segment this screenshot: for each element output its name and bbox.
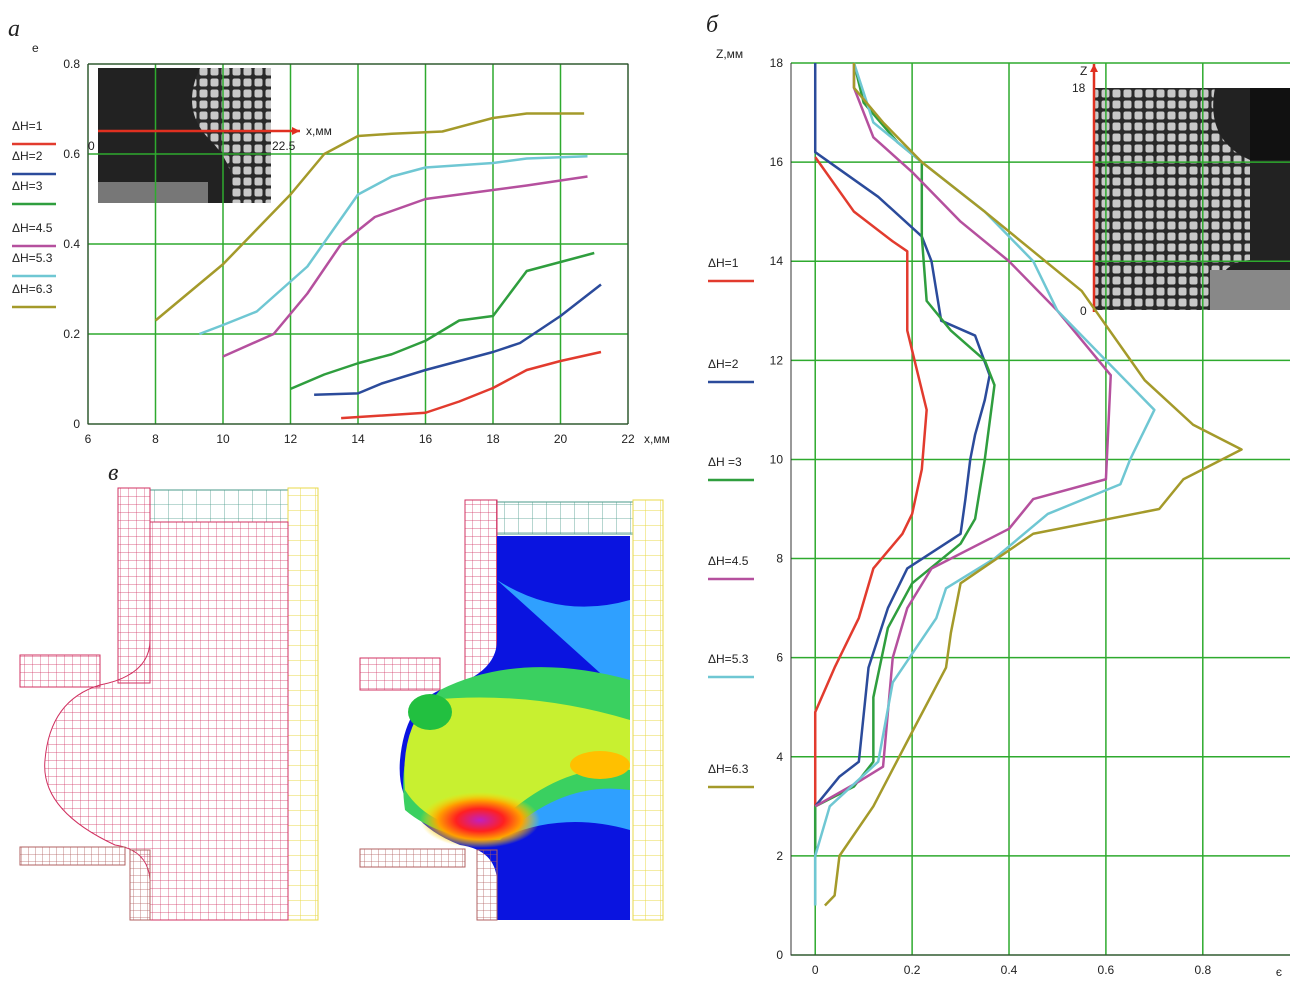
- inset-photo-a: [98, 68, 271, 203]
- inset-arrow-head: [292, 127, 300, 135]
- panel-label: б: [706, 12, 719, 38]
- x-tick-label: 0.6: [1098, 963, 1115, 977]
- series-line: [290, 251, 595, 391]
- x-tick-label: 0: [812, 963, 819, 977]
- inset-annotation: 0: [1080, 304, 1087, 318]
- series-line: [198, 155, 588, 336]
- inset-annotation: 18: [1072, 81, 1086, 95]
- y-tick-label: 0: [73, 417, 80, 431]
- y-tick-label: 0.2: [63, 327, 80, 341]
- legend-label: ΔH=5.3: [12, 251, 53, 265]
- y-tick-label: 18: [770, 56, 784, 70]
- x-tick-label: 0.2: [904, 963, 921, 977]
- legend-label: ΔH=2: [708, 357, 739, 371]
- series-line: [341, 350, 602, 420]
- axis: [88, 63, 629, 424]
- x-tick-label: 12: [284, 432, 298, 446]
- y-tick-label: 0.4: [63, 237, 80, 251]
- legend-label: ΔH=5.3: [708, 652, 749, 666]
- series-line: [222, 175, 588, 358]
- x-axis-label: x,мм: [644, 432, 670, 446]
- legend-label: ΔH=6.3: [708, 762, 749, 776]
- legend-label: ΔH=2: [12, 149, 43, 163]
- y-tick-label: 16: [770, 155, 784, 169]
- x-axis-label: є: [1276, 965, 1282, 979]
- series-line: [814, 63, 1112, 808]
- x-tick-label: 0.8: [1194, 963, 1211, 977]
- y-axis-label: e: [32, 41, 39, 55]
- y-axis-label: Z,мм: [716, 47, 743, 61]
- series-line: [813, 63, 991, 906]
- series-line: [154, 112, 585, 322]
- y-tick-label: 4: [776, 750, 783, 764]
- axis: [87, 64, 628, 425]
- y-tick-label: 6: [776, 651, 783, 665]
- series-line: [314, 283, 602, 396]
- x-tick-label: 8: [152, 432, 159, 446]
- inset-annotation: x,мм: [306, 124, 332, 138]
- legend-label: ΔH=3: [12, 179, 43, 193]
- inset-photo-b: [1094, 88, 1290, 310]
- x-tick-label: 10: [216, 432, 230, 446]
- y-tick-label: 14: [770, 254, 784, 268]
- chart: 0 0.2 0.4 0.6 0.8 6 8 10 12 14 16 18 20 22 аe x,мм x,мм 0…: [8, 16, 670, 446]
- y-tick-label: 12: [770, 353, 784, 367]
- series-line: [813, 156, 928, 807]
- x-tick-label: 16: [419, 432, 433, 446]
- inset-annotation: Z: [1080, 64, 1087, 78]
- inset-annotation: 22.5: [272, 139, 296, 153]
- inset-arrow-head: [1090, 64, 1098, 72]
- x-tick-label: 22: [621, 432, 635, 446]
- x-tick-label: 20: [554, 432, 568, 446]
- x-tick-label: 14: [351, 432, 365, 446]
- y-tick-label: 0.8: [63, 57, 80, 71]
- legend-label: ΔH=4.5: [708, 554, 749, 568]
- panel-label: в: [108, 460, 118, 486]
- series-line: [824, 63, 1243, 907]
- x-tick-label: 6: [85, 432, 92, 446]
- y-tick-label: 2: [776, 849, 783, 863]
- legend-label: ΔH=4.5: [12, 221, 53, 235]
- x-tick-label: 0.4: [1001, 963, 1018, 977]
- y-tick-label: 0: [776, 948, 783, 962]
- legend-label: ΔH=6.3: [12, 282, 53, 296]
- x-tick-label: 18: [486, 432, 500, 446]
- mesh-diagram: [19, 487, 319, 921]
- chart: 0 2 4 6 8 10 12 14 16 18 0 0.2 0.4 0.6 0.8 б Z,мм є Z 18 0 ΔH…: [706, 12, 1290, 979]
- axis: [790, 63, 1290, 956]
- y-tick-label: 10: [770, 452, 784, 466]
- inset-annotation: 0: [88, 139, 95, 153]
- y-tick-label: 0.6: [63, 147, 80, 161]
- panel-label: а: [8, 16, 20, 42]
- legend-label: ΔH=1: [708, 256, 739, 270]
- y-tick-label: 8: [776, 552, 783, 566]
- legend-label: ΔH =3: [708, 455, 742, 469]
- legend-label: ΔH=1: [12, 119, 43, 133]
- contour-diagram: [359, 499, 664, 921]
